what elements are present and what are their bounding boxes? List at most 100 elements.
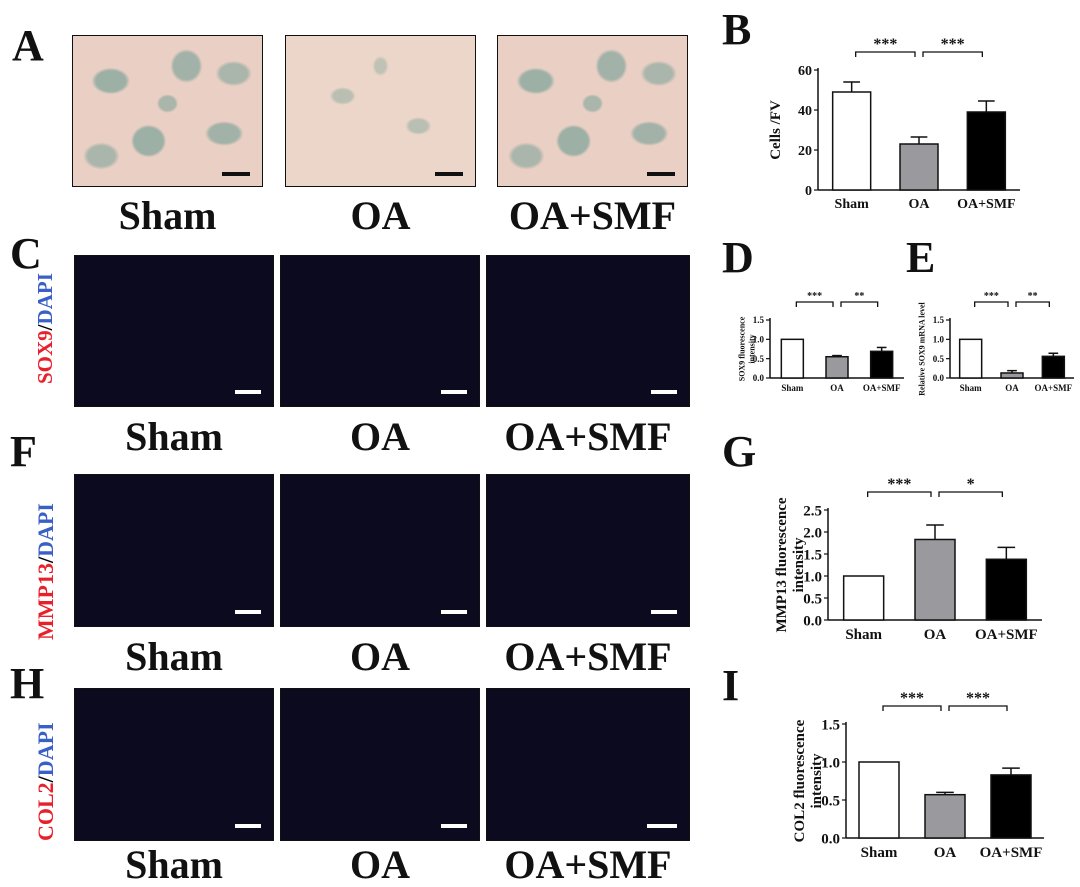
chart-i-bar-0	[858, 761, 900, 839]
micrograph-c-oa-smf	[486, 255, 690, 407]
chart-e-bar-1	[1000, 372, 1024, 379]
caption-h-oa: OA	[350, 842, 410, 887]
chart-i-bar-2	[990, 774, 1032, 839]
chart-d-bar-2	[869, 350, 894, 379]
chart-b: 0 20 40 60 Cells /FV Sham OA OA+SMF *** ***	[768, 36, 1020, 212]
chart-e-xtick-label: OA+SMF	[1035, 383, 1073, 393]
caption-a-sham: Sham	[118, 193, 217, 238]
micrograph-f-sham	[74, 474, 274, 627]
chart-d-sig-label: ***	[807, 291, 822, 302]
chart-g-ylabel: intensity	[791, 537, 807, 593]
micrograph-c-oa	[280, 255, 480, 407]
chart-i-xtick-label: OA+SMF	[980, 845, 1043, 861]
chart-e-ytick-label: 1.5	[933, 315, 945, 325]
micrograph-h-oa-smf	[486, 688, 690, 841]
chart-b-sig-bracket	[922, 51, 983, 57]
chart-b-ytick-label: 20	[798, 144, 812, 159]
chart-b-xtick-label: Sham	[835, 197, 870, 212]
chart-g-ylabel: MMP13 fluorescence	[774, 497, 790, 632]
chart-b-bar-0	[831, 91, 872, 191]
chart-b-bar-2	[966, 111, 1007, 191]
caption-f-oa-smf: OA+SMF	[504, 634, 672, 679]
chart-b-sig-bracket	[855, 51, 916, 57]
micrograph-a-oa	[285, 35, 476, 187]
caption-a-oa: OA	[350, 193, 411, 238]
chart-d-xtick-label: OA	[830, 383, 844, 393]
panel-letter-b: B	[722, 5, 752, 54]
chart-d-ylabel: intensity	[747, 334, 756, 363]
chart-e-xtick-label: Sham	[960, 383, 983, 393]
chart-i-ytick-label: 0.5	[821, 793, 840, 809]
chart-g-bar-1	[914, 538, 956, 621]
chart-g-sig-bracket	[867, 491, 932, 497]
caption-a-oa-smf: OA+SMF	[508, 193, 677, 238]
chart-g-xtick-label: Sham	[845, 627, 882, 643]
micrograph-c-sham	[74, 255, 274, 407]
chart-g-xtick-label: OA+SMF	[975, 627, 1038, 643]
chart-e-ytick-label: 1.0	[933, 334, 945, 344]
panel-letter-h: H	[10, 659, 45, 708]
micrograph-h-oa	[280, 688, 480, 841]
panel-letter-f: F	[10, 427, 37, 476]
micrograph-a-oa-smf	[497, 35, 688, 187]
chart-d-xtick-label: OA+SMF	[863, 383, 901, 393]
chart-b-sig-label: ***	[873, 36, 897, 53]
caption-f-sham: Sham	[125, 634, 223, 679]
chart-i-xtick-label: OA	[934, 845, 957, 861]
caption-c-oa: OA	[350, 414, 410, 459]
chart-g-bar-2	[985, 558, 1028, 621]
caption-h-sham: Sham	[125, 842, 223, 887]
chart-b-xtick-label: OA+SMF	[957, 197, 1016, 212]
chart-i-ylabel: COL2 fluorescence	[792, 719, 808, 842]
chart-e-sig-label: ***	[984, 291, 999, 302]
micrograph-h-sham	[74, 688, 274, 841]
chart-g-ytick-label: 1.5	[803, 547, 822, 563]
panel-letter-e: E	[906, 233, 936, 282]
chart-i-bar-1	[924, 793, 966, 839]
stain-label-c: SOX9/DAPI	[33, 273, 57, 384]
chart-d-sig-label: **	[854, 291, 864, 302]
chart-i-sig-bracket	[882, 705, 942, 711]
chart-g-ytick-label: 0.0	[803, 613, 822, 629]
chart-i: 0.0 0.5 1.0 1.5 COL2 fluorescence intensity Sh…	[792, 690, 1044, 861]
chart-e-bar-2	[1041, 355, 1066, 379]
chart-b-ytick-label: 0	[805, 184, 812, 199]
panel-letter-c: C	[10, 229, 42, 278]
chart-i-xtick-label: Sham	[861, 845, 898, 861]
chart-d-ylabel: SOX9 fluorescence	[737, 316, 746, 381]
chart-d-ytick-label: 0.5	[753, 354, 765, 364]
chart-b-ytick-label: 40	[798, 104, 812, 119]
caption-c-oa-smf: OA+SMF	[504, 414, 672, 459]
chart-e-ytick-label: 0.5	[933, 354, 945, 364]
caption-f-oa: OA	[350, 634, 410, 679]
chart-g-sig-label: ***	[887, 476, 911, 493]
chart-g-sig-label: *	[967, 476, 975, 493]
chart-g-ytick-label: 2.0	[803, 525, 822, 541]
chart-i-ytick-label: 0.0	[821, 831, 840, 847]
chart-g-bar-0	[842, 575, 885, 621]
chart-g-ytick-label: 0.5	[803, 591, 822, 607]
micrograph-f-oa-smf	[486, 474, 690, 627]
chart-e-sig-bracket	[974, 301, 1009, 307]
panel-letter-g: G	[722, 427, 757, 476]
chart-d-ytick-label: 0.0	[753, 373, 765, 383]
chart-b-ytick-label: 60	[798, 64, 812, 79]
panel-letter-d: D	[722, 233, 754, 282]
panel-letter-i: I	[722, 661, 740, 710]
chart-i-ylabel: intensity	[809, 753, 825, 809]
micrograph-f-oa	[280, 474, 480, 627]
chart-e: 0.0 0.5 1.0 1.5 Relative SOX9 mRNA level Sham…	[917, 291, 1074, 396]
chart-d-ytick-label: 1.0	[753, 334, 765, 344]
chart-b-bar-1	[899, 143, 939, 191]
chart-i-sig-label: ***	[966, 690, 990, 707]
chart-i-sig-label: ***	[900, 690, 924, 707]
chart-d-bar-0	[780, 338, 805, 379]
chart-d: 0.0 0.5 1.0 1.5 SOX9 fluorescence intensity Sh…	[737, 291, 904, 393]
chart-b-xtick-label: OA	[909, 197, 931, 212]
chart-b-sig-label: ***	[941, 36, 965, 53]
chart-d-xtick-label: Sham	[781, 383, 804, 393]
chart-e-xtick-label: OA	[1005, 383, 1019, 393]
chart-e-bar-0	[958, 338, 983, 379]
chart-g-ytick-label: 1.0	[803, 569, 822, 585]
stain-label-f: MMP13/DAPI	[33, 503, 58, 640]
